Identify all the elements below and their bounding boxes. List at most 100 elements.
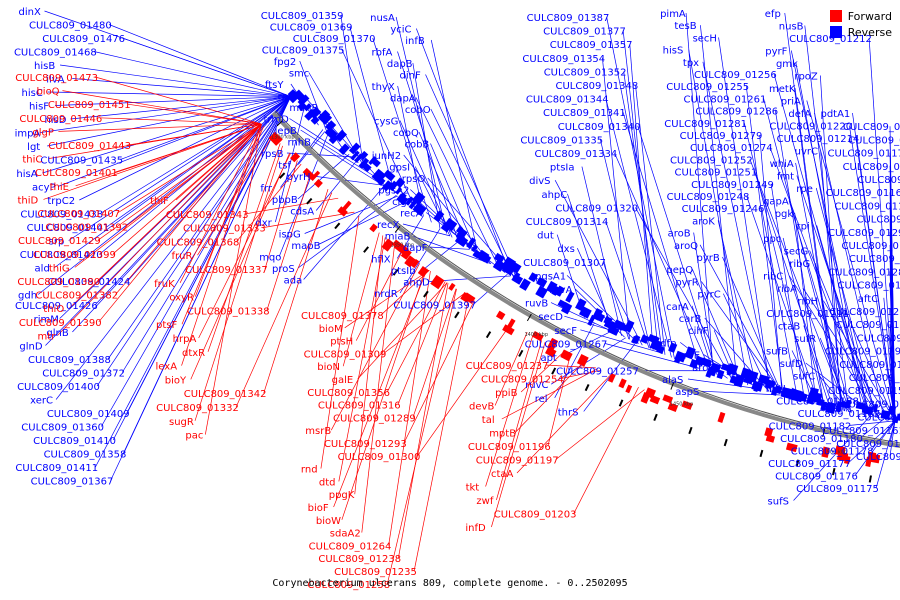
legend-label-reverse: Reverse: [847, 25, 892, 39]
forward-gene-label: hrpA: [173, 334, 197, 345]
forward-gene-feature: [391, 239, 403, 250]
reverse-gene-label: sufB: [766, 347, 788, 358]
label-connector: [127, 103, 262, 125]
label-connector: [72, 96, 291, 333]
reverse-gene-feature: [579, 306, 592, 319]
label-connector: [70, 96, 291, 120]
reverse-gene-label: aroK: [692, 216, 715, 227]
label-connector: [614, 152, 712, 373]
reverse-gene-label: CULC809_01162: [836, 439, 900, 450]
scale-tick: [276, 119, 284, 127]
reverse-gene-label: dapB: [387, 59, 413, 70]
reverse-gene-feature: [493, 252, 505, 264]
reverse-gene-feature: [770, 386, 779, 396]
reverse-gene-feature: [888, 405, 897, 416]
forward-gene-label: CULC809_01316: [318, 401, 401, 412]
reverse-gene-feature: [880, 409, 891, 420]
label-connector: [685, 12, 714, 374]
forward-gene-label: CULC809_01342: [184, 389, 267, 400]
reverse-gene-label: hisF: [29, 102, 49, 113]
backbone-arc: [271, 110, 900, 448]
reverse-gene-feature: [338, 143, 350, 156]
feature-marker: [278, 172, 286, 179]
reverse-gene-feature: [383, 169, 396, 182]
scale-tick: [394, 225, 401, 233]
scale-tick: [822, 428, 826, 437]
reverse-gene-label: priA: [781, 97, 801, 108]
label-connector: [580, 329, 659, 353]
reverse-gene-label: sufR: [794, 334, 816, 345]
label-connector: [95, 76, 262, 125]
reverse-gene-label: CULC809_01369: [270, 23, 353, 34]
reverse-gene-feature: [845, 399, 852, 409]
feature-marker: [584, 383, 590, 392]
reverse-gene-label: proS: [272, 264, 295, 275]
label-connector: [547, 355, 571, 447]
reverse-gene-label: CULC809_01182: [769, 422, 852, 433]
reverse-gene-label: ada: [284, 276, 303, 287]
forward-gene-feature: [545, 346, 557, 358]
forward-gene-label: CULC809_01254: [481, 375, 564, 386]
reverse-gene-label: tesB: [674, 21, 696, 32]
reverse-gene-label: CULC809_01367: [31, 477, 114, 488]
label-connector: [623, 71, 663, 354]
label-connector: [637, 125, 718, 375]
reverse-gene-feature: [557, 299, 567, 309]
reverse-gene-label: hisB: [34, 61, 55, 72]
forward-gene-label: CULC809_01197: [476, 456, 559, 467]
forward-gene-label: fruR: [171, 251, 192, 262]
reverse-gene-label: secH: [693, 33, 717, 44]
label-connector: [344, 269, 430, 329]
forward-gene-label: CULC809_01368: [157, 237, 240, 248]
reverse-gene-feature: [560, 302, 573, 315]
label-connector: [795, 162, 844, 411]
scale-tick: [526, 313, 532, 322]
reverse-gene-label: CULC809_01176: [775, 472, 858, 483]
forward-gene-feature: [662, 394, 674, 404]
reverse-gene-feature: [841, 401, 848, 409]
reverse-gene-label: whiA: [770, 159, 794, 170]
reverse-gene-label: thrS: [558, 407, 579, 418]
forward-gene-label: CULC809_01293: [324, 439, 407, 450]
reverse-gene-label: ald: [35, 264, 50, 275]
forward-gene-feature: [867, 451, 877, 462]
reverse-gene-label: CULC809_01409: [47, 409, 130, 420]
feature-marker: [551, 367, 557, 375]
scale-tick: [670, 381, 675, 390]
scale-label: 1300 kbp: [271, 135, 295, 141]
reverse-gene-label: CULC809_01411: [15, 463, 98, 474]
reverse-gene-label: thyX: [372, 82, 395, 93]
reverse-gene-label: CULC809_01480: [29, 21, 112, 32]
reverse-gene-label: CULC809_01252: [670, 155, 753, 166]
reverse-gene-label: CULC809_01468: [14, 48, 97, 59]
label-connector: [763, 98, 846, 412]
forward-gene-feature: [430, 274, 445, 290]
reverse-gene-label: aroB: [668, 229, 691, 240]
reverse-gene-label: CULC809_01158: [828, 386, 900, 397]
reverse-gene-label: CULC809_01257: [556, 367, 639, 378]
reverse-gene-label: ribC: [763, 272, 783, 283]
reverse-gene-label: defA: [788, 109, 811, 120]
reverse-gene-feature: [575, 298, 587, 312]
label-connector: [794, 212, 817, 405]
label-connector: [194, 145, 283, 421]
reverse-gene-label: ispG: [279, 230, 301, 241]
forward-gene-label: pac: [185, 431, 203, 442]
label-connector: [74, 123, 262, 268]
forward-gene-label: dtxR: [182, 348, 205, 359]
reverse-gene-label: rnhB: [287, 138, 311, 149]
reverse-gene-label: pepQ: [666, 265, 693, 276]
forward-gene-label: CULC809_01407: [37, 209, 120, 220]
forward-gene-label: CULC809_01382: [35, 291, 118, 302]
reverse-gene-label: smc: [289, 69, 309, 80]
reverse-gene-label: ctaB: [778, 322, 801, 333]
legend-swatch-forward: [829, 10, 842, 22]
forward-gene-feature: [644, 387, 656, 399]
forward-gene-label: ptsF: [156, 320, 177, 331]
label-connector: [43, 123, 262, 200]
legend-item-reverse: Reverse: [829, 24, 892, 40]
reverse-gene-feature: [472, 249, 481, 259]
forward-gene-feature: [337, 206, 348, 217]
reverse-gene-label: CULC809_01283: [849, 254, 900, 265]
label-connector: [514, 361, 584, 433]
